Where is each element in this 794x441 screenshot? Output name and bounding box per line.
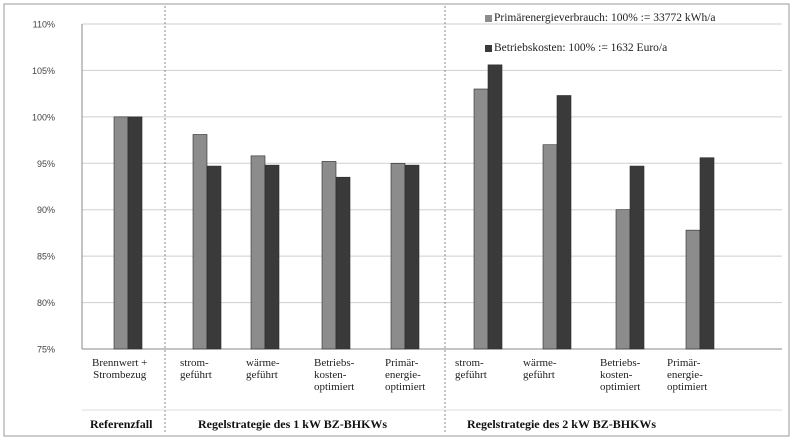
y-tick-label: 80%: [37, 298, 55, 308]
group-label: Regelstrategie des 2 kW BZ-BHKWs: [467, 417, 657, 431]
bar-betriebskosten: [699, 157, 715, 350]
bar-primaerenergie: [473, 88, 489, 350]
y-tick-label: 110%: [33, 20, 55, 30]
y-tick-label: 100%: [32, 112, 55, 122]
y-tick-label: 85%: [37, 252, 55, 262]
group-label: Regelstrategie des 1 kW BZ-BHKWs: [198, 417, 388, 431]
bar-primaerenergie: [615, 209, 631, 350]
legend-label: Primärenergieverbrauch: 100% := 33772 kW…: [494, 12, 716, 24]
y-tick-label: 90%: [37, 205, 55, 215]
group-label: Referenzfall: [90, 417, 153, 431]
bar-primaerenergie: [113, 116, 129, 350]
legend-label: Betriebskosten: 100% := 1632 Euro/a: [494, 42, 668, 54]
bar-betriebskosten: [404, 164, 420, 350]
legend-swatch: [485, 44, 492, 52]
category-label: Betriebs- kosten- optimiert: [600, 357, 641, 393]
bar-primaerenergie: [321, 161, 337, 350]
bar-primaerenergie: [685, 229, 701, 350]
bar-betriebskosten: [127, 116, 143, 350]
bar-betriebskosten: [264, 164, 280, 350]
category-label: Primär- energie- optimiert: [667, 357, 708, 393]
bar-primaerenergie: [192, 134, 208, 350]
legend-swatch: [485, 14, 492, 22]
bar-betriebskosten: [487, 64, 503, 350]
category-label: strom- geführt: [180, 357, 212, 381]
category-label: wärme- geführt: [523, 357, 557, 381]
bar-primaerenergie: [390, 162, 406, 350]
category-label: strom- geführt: [455, 357, 487, 381]
category-label: Brennwert + Strombezug: [92, 357, 148, 381]
y-tick-label: 75%: [37, 345, 55, 355]
bar-primaerenergie: [250, 155, 266, 350]
legend-item: Primärenergieverbrauch: 100% := 33772 kW…: [485, 12, 716, 24]
bar-betriebskosten: [629, 165, 645, 350]
legend-item: Betriebskosten: 100% := 1632 Euro/a: [485, 42, 667, 54]
category-label: Betriebs- kosten- optimiert: [314, 357, 355, 393]
category-label: Primär- energie- optimiert: [385, 357, 426, 393]
y-tick-label: 105%: [32, 66, 55, 76]
y-tick-label: 95%: [37, 159, 55, 169]
bar-betriebskosten: [206, 165, 222, 350]
chart-border: [3, 3, 790, 437]
bar-betriebskosten: [335, 176, 351, 350]
category-label: wärme- geführt: [246, 357, 280, 381]
bar-primaerenergie: [542, 144, 558, 350]
bar-betriebskosten: [556, 95, 572, 350]
